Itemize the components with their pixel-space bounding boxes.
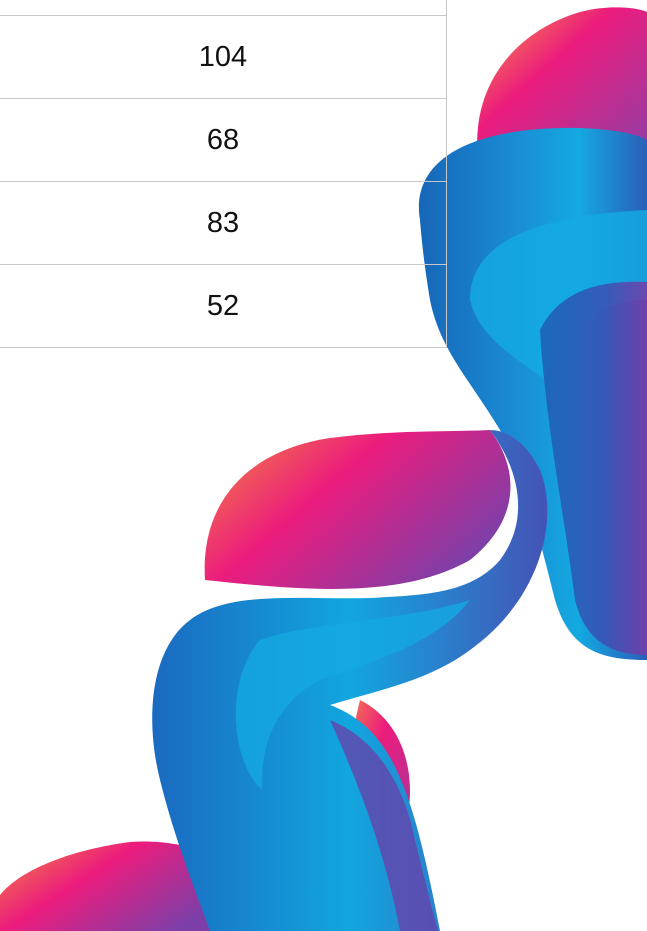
table-row: 83 — [0, 181, 447, 265]
blue-ribbon-lower — [152, 430, 548, 931]
table-cell-value: 104 — [0, 15, 447, 99]
cyan-fold-top — [470, 210, 647, 380]
pink-blob-bottom — [0, 841, 230, 931]
deep-blue-shade-right — [540, 281, 647, 655]
table-row: 68 — [0, 98, 447, 182]
table-row: 104 — [0, 15, 447, 99]
data-table: 104 68 83 52 — [0, 0, 447, 348]
cyan-highlight-lower — [235, 600, 470, 790]
data-table-container: 104 68 83 52 — [0, 0, 447, 348]
table-cell-value: 68 — [0, 98, 447, 182]
pink-blob-top — [477, 7, 647, 161]
pink-blob-middle — [204, 430, 511, 589]
table-cell-empty — [0, 0, 447, 16]
table-cell-value: 83 — [0, 181, 447, 265]
table-row-partial — [0, 0, 447, 16]
table-row: 52 — [0, 264, 447, 348]
table-cell-value: 52 — [0, 264, 447, 348]
purple-edge-bottom — [330, 720, 438, 931]
